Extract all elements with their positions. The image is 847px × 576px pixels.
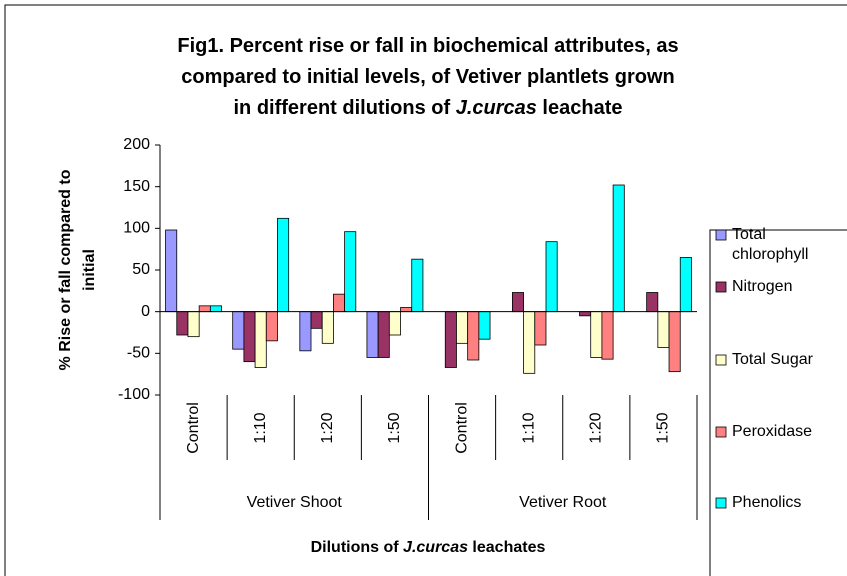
bar: [657, 311, 670, 348]
bar: [523, 311, 536, 374]
legend: [709, 229, 847, 576]
x-label-segment: J.curcas: [403, 539, 468, 556]
legend-swatch: [715, 229, 727, 241]
y-tick-label: 150: [123, 178, 150, 195]
group-label: Vetiver Root: [519, 494, 607, 511]
bar: [411, 258, 424, 313]
y-tick-label: 50: [132, 261, 150, 278]
y-axis-label: initial: [81, 249, 98, 291]
bar: [679, 257, 692, 313]
title-segment: compared to initial levels, of Vetiver p…: [181, 66, 674, 88]
bar: [209, 305, 222, 313]
bar: [366, 311, 379, 358]
x-tick-label: Control: [185, 402, 202, 454]
bar: [187, 311, 200, 338]
bar: [612, 184, 625, 313]
x-tick-label: 1:10: [252, 412, 269, 443]
bar: [388, 311, 401, 336]
y-tick-label: -100: [118, 386, 150, 403]
bar: [646, 292, 659, 313]
x-tick-label: 1:50: [655, 412, 672, 443]
legend-label: Total chlorophyll: [732, 226, 808, 263]
bar: [232, 311, 245, 350]
legend-swatch: [715, 281, 727, 293]
legend-label: Phenolics: [732, 494, 801, 511]
y-tick-label: 0: [141, 303, 150, 320]
bar: [511, 292, 524, 313]
title-segment: J.curcas: [456, 97, 537, 119]
bar: [579, 311, 592, 317]
y-tick-label: 200: [123, 136, 150, 153]
x-label-segment: Dilutions of: [311, 539, 403, 556]
bar: [590, 311, 603, 358]
bar: [456, 311, 469, 344]
bar: [478, 311, 491, 340]
bar: [534, 311, 547, 346]
x-tick-label: 1:20: [319, 412, 336, 443]
bar: [344, 231, 357, 313]
legend-label: Total Sugar: [732, 351, 814, 368]
bar: [668, 311, 681, 373]
legend-swatch: [715, 426, 727, 438]
bar: [377, 311, 390, 358]
x-label-segment: leachates: [468, 539, 545, 556]
x-tick-label: Control: [453, 402, 470, 454]
title-segment: Fig1. Percent rise or fall in biochemica…: [177, 35, 678, 57]
bar: [400, 307, 413, 313]
legend-line: Total: [732, 226, 770, 243]
chart-title: Fig1. Percent rise or fall in biochemica…: [177, 35, 678, 57]
legend-label: Nitrogen: [732, 278, 792, 295]
bar: [444, 311, 457, 368]
title-segment: leachate: [537, 97, 623, 119]
x-axis-label: Dilutions of J.curcas leachates: [311, 539, 546, 556]
bar: [333, 293, 346, 313]
legend-swatch: [715, 497, 727, 509]
legend-swatch: [715, 354, 727, 366]
chart-frame: [4, 4, 847, 576]
y-tick-label: -50: [127, 345, 150, 362]
legend-label: Peroxidase: [732, 423, 812, 440]
bar: [467, 311, 480, 361]
y-axis-label: % Rise or fall compared to: [57, 169, 74, 370]
bar: [254, 311, 267, 368]
x-tick-label: 1:10: [520, 412, 537, 443]
bar: [243, 311, 256, 363]
bar: [165, 229, 178, 313]
bar: [321, 311, 334, 344]
bar: [299, 311, 312, 352]
title-segment: in different dilutions of: [234, 97, 456, 119]
bar: [277, 217, 290, 313]
chart-title: in different dilutions of J.curcas leach…: [234, 97, 623, 119]
group-label: Vetiver Shoot: [247, 494, 343, 511]
x-tick-label: 1:20: [588, 412, 605, 443]
x-tick-label: 1:50: [386, 412, 403, 443]
bar: [265, 311, 278, 342]
bar: [310, 311, 323, 329]
bar: [545, 241, 558, 313]
legend-line: chlorophyll: [732, 246, 808, 263]
bar: [198, 305, 211, 313]
y-tick-label: 100: [123, 220, 150, 237]
chart-title: compared to initial levels, of Vetiver p…: [181, 66, 674, 88]
bar: [176, 311, 189, 336]
bar: [601, 311, 614, 360]
